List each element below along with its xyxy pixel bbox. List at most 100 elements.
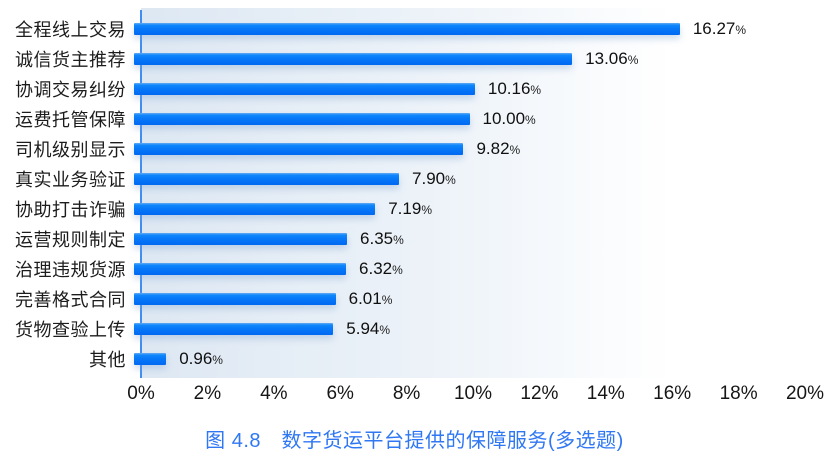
category-label: 治理违规货源 (15, 260, 126, 280)
value-percent-sign: % (735, 23, 747, 37)
bar (134, 53, 573, 65)
bar-track: 0.96% (134, 344, 805, 374)
value-number: 9.82 (476, 139, 510, 158)
bar-row: 运营规则制定 6.35% (0, 224, 805, 254)
value-label: 5.94% (346, 319, 390, 339)
x-axis-tick-label: 12% (520, 383, 559, 404)
value-label: 0.96% (179, 349, 223, 369)
value-percent-sign: % (381, 293, 393, 307)
x-axis-tick-label: 8% (392, 383, 421, 404)
value-label: 10.00% (483, 109, 536, 129)
x-axis-tick-label: 20% (785, 383, 825, 404)
bar-track: 10.00% (134, 104, 805, 134)
category-label: 协助打击诈骗 (15, 200, 126, 220)
x-axis-tick-label: 6% (326, 383, 354, 404)
value-number: 16.27 (692, 19, 736, 38)
value-percent-sign: % (212, 353, 223, 367)
bar-track: 9.82% (134, 134, 805, 164)
value-percent-sign: % (530, 83, 542, 97)
bar-row: 其他 0.96% (0, 344, 805, 374)
bar-track: 7.90% (134, 164, 805, 194)
category-label: 司机级别显示 (15, 140, 126, 160)
value-percent-sign: % (421, 203, 432, 217)
bar-track: 10.16% (134, 74, 805, 104)
category-label: 诚信货主推荐 (15, 50, 126, 70)
bar-row: 司机级别显示 9.82% (0, 134, 805, 164)
value-number: 13.06 (585, 49, 628, 68)
bar-row: 协助打击诈骗 7.19% (0, 194, 805, 224)
category-label: 完善格式合同 (15, 290, 126, 310)
bar-row: 真实业务验证 7.90% (0, 164, 805, 194)
chart-caption: 图 4.8 数字货运平台提供的保障服务(多选题) (205, 430, 624, 452)
value-number: 6.35 (360, 229, 394, 248)
value-percent-sign: % (509, 143, 521, 157)
category-label: 运营规则制定 (15, 230, 126, 250)
bar (134, 323, 334, 335)
category-label: 协调交易纠纷 (15, 80, 126, 100)
bar (134, 83, 475, 95)
bar-track: 7.19% (134, 194, 805, 224)
bar-row: 治理违规货源 6.32% (0, 254, 805, 284)
bar (134, 23, 680, 35)
value-label: 6.35% (360, 229, 404, 249)
bar-row: 诚信货主推荐 13.06% (0, 44, 805, 74)
bar-track: 5.94% (134, 314, 805, 344)
value-percent-sign: % (393, 233, 404, 247)
category-label: 运费托管保障 (15, 110, 126, 130)
x-axis-tick-label: 10% (453, 383, 493, 404)
value-number: 10.00 (482, 109, 526, 128)
bar (134, 203, 376, 215)
value-label: 16.27% (693, 19, 746, 39)
category-label: 真实业务验证 (15, 170, 126, 190)
x-axis-tick-label: 18% (719, 383, 758, 404)
value-label: 7.19% (388, 199, 432, 219)
y-axis-line (140, 10, 142, 378)
category-label: 其他 (89, 350, 126, 370)
bar-row: 货物查验上传 5.94% (0, 314, 805, 344)
value-percent-sign: % (525, 113, 536, 127)
value-percent-sign: % (379, 323, 391, 337)
bar-track: 6.35% (134, 224, 805, 254)
bar-rows-container: 全程线上交易 16.27% 诚信货主推荐 13.06% 协调交易纠纷 10.16… (0, 14, 805, 374)
bar-row: 运费托管保障 10.00% (0, 104, 805, 134)
x-axis-tick-label: 2% (193, 383, 222, 404)
bar-row: 全程线上交易 16.27% (0, 14, 805, 44)
bar-row: 完善格式合同 6.01% (0, 284, 805, 314)
value-number: 7.19 (388, 199, 422, 218)
value-number: 0.96 (179, 349, 213, 368)
x-axis-tick-label: 14% (586, 383, 625, 404)
value-percent-sign: % (445, 173, 456, 187)
bar (134, 293, 336, 305)
bar-track: 16.27% (134, 14, 805, 44)
value-percent-sign: % (392, 263, 403, 277)
value-label: 6.32% (359, 259, 403, 279)
bar (134, 113, 470, 125)
value-number: 6.32 (359, 259, 393, 278)
bar-track: 6.32% (134, 254, 805, 284)
x-axis-tick-label: 4% (260, 383, 288, 404)
value-number: 10.16 (487, 79, 531, 98)
value-label: 6.01% (349, 289, 393, 309)
value-number: 5.94 (346, 319, 380, 338)
category-label: 全程线上交易 (15, 20, 126, 40)
bar-row: 协调交易纠纷 10.16% (0, 74, 805, 104)
bar (134, 233, 348, 245)
bar (134, 173, 400, 185)
value-number: 6.01 (348, 289, 382, 308)
bar-track: 13.06% (134, 44, 805, 74)
value-label: 7.90% (412, 169, 456, 189)
bar (134, 143, 464, 155)
value-label: 10.16% (488, 79, 541, 99)
value-label: 9.82% (476, 139, 520, 159)
category-label: 货物查验上传 (15, 320, 126, 340)
x-axis-tick-label: 0% (127, 383, 155, 404)
value-number: 7.90 (412, 169, 446, 188)
value-percent-sign: % (627, 53, 639, 67)
x-axis-tick-label: 16% (653, 383, 692, 404)
x-axis: 0% 2% 4% 6% 8% 10% 12% 14% 16% 18% 20% (127, 383, 824, 407)
bar-track: 6.01% (134, 284, 805, 314)
value-label: 13.06% (585, 49, 638, 69)
bar (134, 263, 347, 275)
bar (134, 353, 167, 365)
